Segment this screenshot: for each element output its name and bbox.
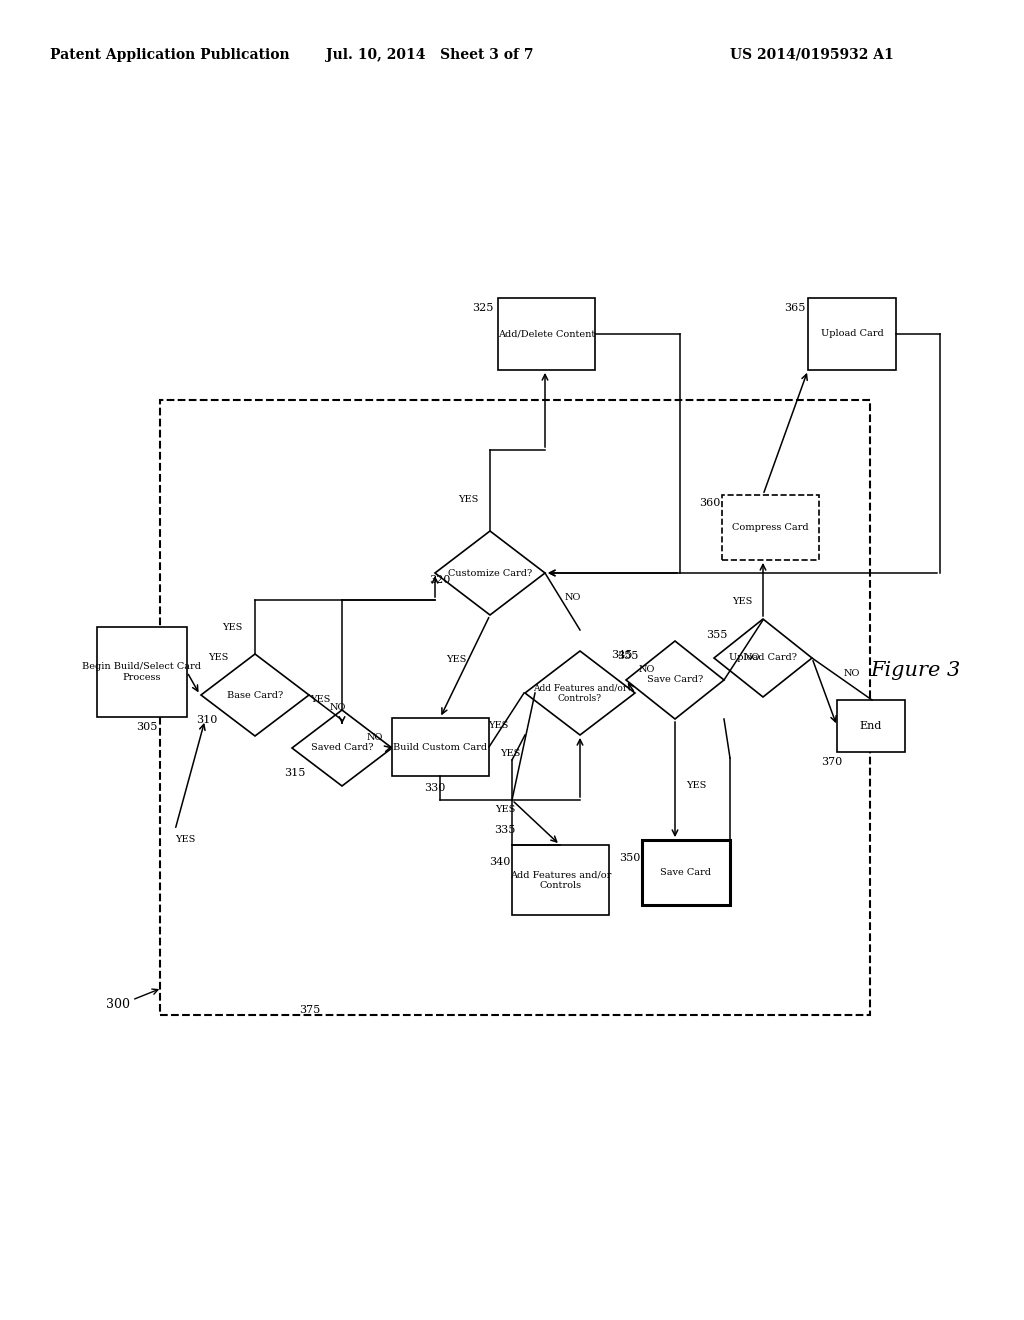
Bar [498, 298, 595, 370]
Text: 355: 355 [617, 651, 639, 661]
Text: 300: 300 [106, 998, 130, 1011]
Text: NO: NO [330, 704, 346, 713]
Polygon shape [201, 653, 309, 737]
Text: YES: YES [732, 598, 753, 606]
Bar [97, 627, 187, 717]
Text: Customize Card?: Customize Card? [447, 569, 532, 578]
Text: Saved Card?: Saved Card? [310, 743, 374, 752]
Text: 360: 360 [699, 498, 721, 508]
Text: Upload Card?: Upload Card? [729, 653, 797, 663]
Text: Save Card?: Save Card? [647, 676, 703, 685]
Text: 320: 320 [429, 576, 451, 585]
Text: Save Card: Save Card [660, 869, 712, 876]
Bar [392, 718, 489, 776]
Polygon shape [525, 651, 635, 735]
Text: YES: YES [208, 653, 228, 663]
Text: 375: 375 [299, 1005, 321, 1015]
Text: Upload Card: Upload Card [820, 330, 884, 338]
Text: 330: 330 [424, 783, 445, 793]
Bar [722, 495, 819, 560]
Text: 305: 305 [136, 722, 158, 733]
Text: YES: YES [487, 721, 508, 730]
Text: YES: YES [445, 656, 466, 664]
Text: 315: 315 [285, 768, 306, 777]
Text: 340: 340 [489, 857, 511, 867]
Text: Compress Card: Compress Card [732, 523, 809, 532]
Text: Add Features and/or
Controls?: Add Features and/or Controls? [532, 684, 627, 702]
Text: 365: 365 [784, 304, 806, 313]
Text: NO: NO [565, 594, 582, 602]
Text: YES: YES [500, 748, 520, 758]
Text: YES: YES [222, 623, 243, 632]
Text: 310: 310 [197, 715, 218, 725]
Text: YES: YES [458, 495, 478, 504]
Text: Build Custom Card: Build Custom Card [393, 742, 487, 751]
Text: YES: YES [495, 805, 515, 814]
Text: 345: 345 [611, 649, 633, 660]
Text: 370: 370 [821, 756, 843, 767]
Text: NO: NO [367, 734, 383, 742]
Text: NO: NO [844, 668, 860, 677]
Polygon shape [626, 642, 724, 719]
Text: Add Features and/or
Controls: Add Features and/or Controls [510, 870, 611, 890]
Text: YES: YES [175, 836, 196, 845]
Bar [808, 298, 896, 370]
Text: Base Card?: Base Card? [227, 690, 283, 700]
Text: 335: 335 [495, 825, 516, 836]
Bar [512, 845, 609, 915]
Bar [837, 700, 905, 752]
Text: End: End [860, 721, 883, 731]
Text: 350: 350 [620, 853, 641, 863]
Text: Add/Delete Content: Add/Delete Content [498, 330, 595, 338]
Polygon shape [292, 710, 392, 785]
Bar [642, 840, 730, 906]
Text: Figure 3: Figure 3 [870, 660, 961, 680]
Text: 325: 325 [472, 304, 494, 313]
Text: Patent Application Publication: Patent Application Publication [50, 48, 290, 62]
Polygon shape [714, 619, 812, 697]
Bar [160, 400, 870, 1015]
Text: 355: 355 [707, 630, 728, 640]
Text: YES: YES [310, 696, 330, 705]
Text: Jul. 10, 2014   Sheet 3 of 7: Jul. 10, 2014 Sheet 3 of 7 [327, 48, 534, 62]
Text: Begin Build/Select Card
Process: Begin Build/Select Card Process [83, 663, 202, 681]
Text: YES: YES [686, 780, 707, 789]
Bar [642, 840, 730, 906]
Text: NO: NO [639, 665, 655, 675]
Text: NO: NO [743, 652, 760, 661]
Text: US 2014/0195932 A1: US 2014/0195932 A1 [730, 48, 894, 62]
Polygon shape [435, 531, 545, 615]
